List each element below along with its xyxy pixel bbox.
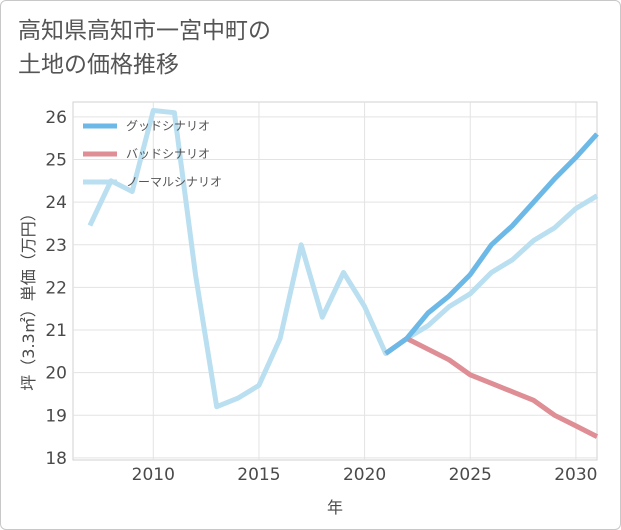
y-tick-label: 23 bbox=[45, 236, 67, 256]
plot-area bbox=[72, 101, 598, 461]
y-tick-label: 19 bbox=[45, 406, 67, 426]
x-tick-label: 2020 bbox=[343, 465, 386, 485]
chart-title: 高知県高知市一宮中町の 土地の価格推移 bbox=[18, 14, 398, 82]
series-line-0 bbox=[384, 132, 599, 356]
x-tick-label: 2015 bbox=[237, 465, 280, 485]
axis-ticks: 2010 2015 2020 2025 2030 18 19 20 21 22 23 24 25 26 bbox=[45, 108, 597, 485]
x-axis-label: 年 bbox=[327, 498, 343, 517]
legend-label-0: グッドシナリオ bbox=[126, 119, 210, 133]
legend-label-2: ノーマルシナリオ bbox=[126, 175, 222, 189]
chart-title-line-2: 土地の価格推移 bbox=[18, 52, 179, 78]
y-tick-label: 26 bbox=[45, 108, 67, 128]
y-tick-label: 20 bbox=[45, 364, 67, 384]
x-tick-label: 2010 bbox=[132, 465, 175, 485]
y-tick-label: 25 bbox=[45, 151, 67, 171]
series-line-2 bbox=[87, 108, 599, 410]
grid-lines bbox=[73, 102, 597, 460]
y-tick-label: 24 bbox=[45, 193, 67, 213]
chart-title-line-1: 高知県高知市一宮中町の bbox=[18, 18, 271, 44]
y-axis-label: 坪（3.3㎡）単価（万円） bbox=[19, 205, 38, 390]
y-tick-label: 18 bbox=[45, 449, 67, 469]
legend-label-1: バッドシナリオ bbox=[126, 147, 210, 161]
series-line-1 bbox=[384, 336, 599, 439]
series-lines bbox=[87, 108, 599, 439]
x-tick-label: 2030 bbox=[554, 465, 597, 485]
y-tick-label: 21 bbox=[45, 321, 67, 341]
x-tick-label: 2025 bbox=[449, 465, 492, 485]
y-tick-label: 22 bbox=[45, 278, 67, 298]
